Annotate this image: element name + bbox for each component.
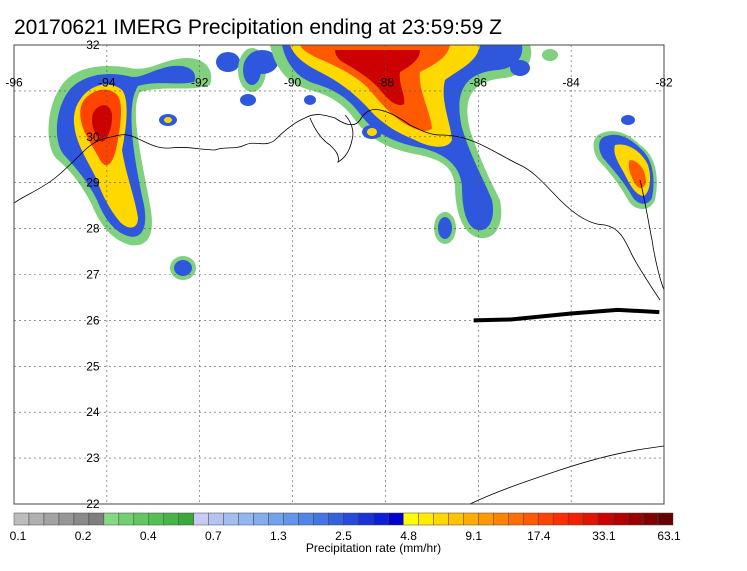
coastline-delta <box>309 114 354 163</box>
latitude-tick-label: 29 <box>86 176 100 190</box>
longitude-tick-label: -82 <box>655 75 673 89</box>
latitude-tick-label: 30 <box>86 130 100 144</box>
colorbar-tick-label: 33.1 <box>592 529 616 543</box>
colorbar-cell <box>328 512 344 526</box>
colorbar-cell <box>433 512 449 526</box>
colorbar-cell <box>178 512 194 526</box>
colorbar-cell <box>552 512 569 526</box>
coastline-cuba <box>469 445 664 504</box>
longitude-tick-label: -88 <box>377 75 395 89</box>
colorbar-cell <box>88 512 105 526</box>
longitude-tick-labels: -96 -94 -92 -90 -88 -86 -84 -82 <box>5 75 673 89</box>
colorbar-cell <box>343 512 359 526</box>
colorbar-cell <box>163 512 179 526</box>
colorbar-tick-label: 9.1 <box>465 529 483 543</box>
colorbar-cell <box>448 512 464 526</box>
coastline-gulf-north <box>14 109 661 301</box>
longitude-tick-label: -86 <box>470 75 488 89</box>
precipitation-field <box>48 45 657 280</box>
colorbar-cell <box>388 512 404 526</box>
longitude-tick-label: -84 <box>562 75 580 89</box>
longitude-tick-label: -90 <box>284 75 302 89</box>
coastline-florida-east <box>639 179 664 291</box>
map-frame <box>13 44 665 505</box>
colorbar-cell <box>537 512 554 526</box>
rain-area-central-dark <box>335 50 420 106</box>
colorbar-cell <box>373 512 389 526</box>
colorbar-cell <box>298 512 314 526</box>
colorbar-tick-label: 0.4 <box>139 529 157 543</box>
colorbar-tick-label: 63.1 <box>657 529 681 543</box>
latitude-tick-label: 22 <box>86 497 100 511</box>
colorbar-cell <box>133 512 150 526</box>
colorbar-cell <box>642 512 659 526</box>
colorbar-cell <box>508 512 524 526</box>
colorbar-cell <box>253 512 269 526</box>
colorbar-cell <box>463 512 479 526</box>
colorbar-cell <box>597 512 614 526</box>
colorbar-cell <box>418 512 434 526</box>
grid-lines <box>14 45 664 504</box>
colorbar-tick-label: 2.5 <box>335 529 352 543</box>
colorbar-cell <box>43 512 60 526</box>
colorbar-tick-label: 0.2 <box>74 529 92 543</box>
rain-area-east-red <box>628 160 646 188</box>
colorbar-cell <box>313 512 329 526</box>
latitude-tick-label: 26 <box>86 313 100 327</box>
colorbar-cell <box>268 512 284 526</box>
colorbar-cell <box>208 512 224 526</box>
colorbar-cell <box>358 512 374 526</box>
storm-track-line <box>473 307 660 323</box>
colorbar-tick-label: 17.4 <box>527 529 551 543</box>
colorbar-cell <box>73 512 90 526</box>
latitude-tick-labels: 32 30 29 28 27 26 25 24 23 22 <box>86 38 100 511</box>
colorbar-cell <box>118 512 135 526</box>
longitude-tick-label: -92 <box>191 75 209 89</box>
colorbar-cell <box>522 512 539 526</box>
colorbar-cell <box>567 512 584 526</box>
colorbar-cell <box>627 512 644 526</box>
latitude-tick-label: 24 <box>86 405 100 419</box>
colorbar-tick-label: 1.3 <box>270 529 287 543</box>
latitude-tick-label: 32 <box>86 38 100 52</box>
colorbar-cell <box>582 512 599 526</box>
latitude-tick-label: 28 <box>86 222 100 236</box>
colorbar-cell <box>58 512 75 526</box>
colorbar-cell <box>28 512 45 526</box>
colorbar-cell <box>493 512 509 526</box>
colorbar-cell <box>103 512 120 526</box>
longitude-tick-label: -96 <box>5 75 23 89</box>
colorbar-cell <box>148 512 165 526</box>
colorbar-cell <box>283 512 299 526</box>
rain-area-central-blue <box>282 45 523 231</box>
colorbar-tick-label: 0.1 <box>9 529 27 543</box>
coastline <box>14 109 664 504</box>
longitude-tick-label: -94 <box>98 75 116 89</box>
latitude-tick-label: 27 <box>86 268 100 282</box>
colorbar-cell <box>403 512 419 526</box>
colorbar-cell <box>238 512 254 526</box>
rain-area-west-dark <box>92 105 113 142</box>
colorbar-title: Precipitation rate (mm/hr) <box>305 541 442 555</box>
colorbar-cell <box>223 512 239 526</box>
rain-area-central-red <box>300 45 450 131</box>
colorbar-tick-label: 4.8 <box>400 529 417 543</box>
colorbar-cell <box>13 512 30 526</box>
colorbar-cell <box>193 512 209 526</box>
colorbar-cell <box>612 512 629 526</box>
latitude-tick-label: 23 <box>86 451 100 465</box>
colorbar-tick-label: 0.7 <box>204 529 222 543</box>
map-title: 20170621 IMERG Precipitation ending at 2… <box>14 16 502 39</box>
colorbar-cell <box>657 512 674 526</box>
colorbar-cell <box>478 512 494 526</box>
latitude-tick-label: 25 <box>86 359 100 373</box>
